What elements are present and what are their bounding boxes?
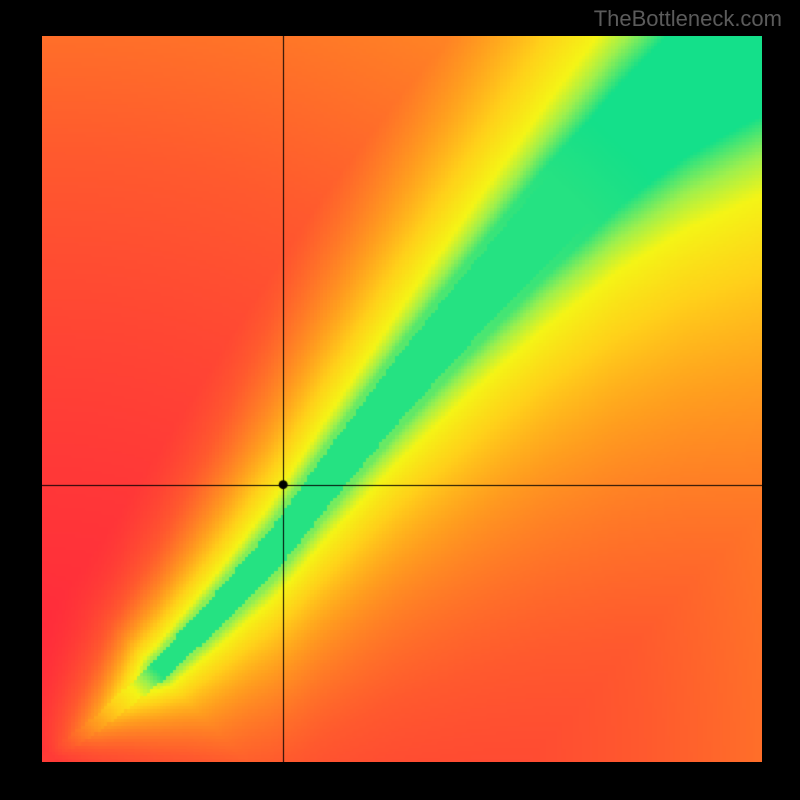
- watermark-text: TheBottleneck.com: [594, 6, 782, 32]
- overlay-canvas: [42, 36, 762, 762]
- chart-container: TheBottleneck.com: [0, 0, 800, 800]
